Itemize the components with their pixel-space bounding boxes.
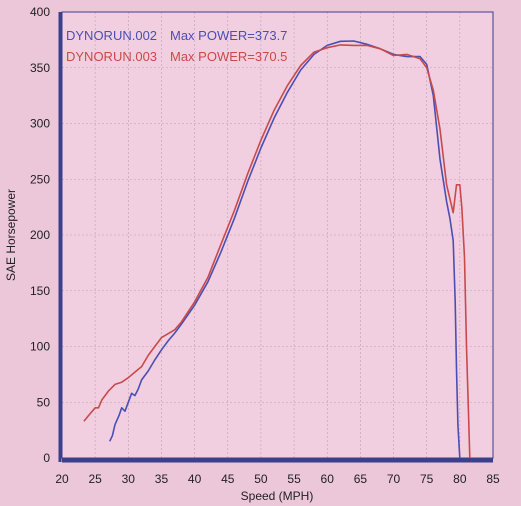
y-tick-label: 300: [30, 117, 50, 131]
x-tick-label: 40: [188, 472, 202, 486]
x-tick-label: 80: [453, 472, 467, 486]
x-tick-label: 70: [387, 472, 401, 486]
y-tick-labels: 0 50 100 150 200 250 300 350 400: [30, 5, 50, 465]
legend-series-1-label: DYNORUN.002: [66, 28, 157, 43]
x-tick-label: 30: [122, 472, 136, 486]
x-tick-label: 50: [254, 472, 268, 486]
y-tick-label: 100: [30, 340, 50, 354]
legend-series-2-label: DYNORUN.003: [66, 49, 157, 64]
series-lines: [83, 40, 471, 459]
x-tick-label: 75: [420, 472, 434, 486]
series-line-1: [108, 40, 461, 459]
y-tick-label: 150: [30, 284, 50, 298]
axes: [58, 11, 494, 463]
x-tick-label: 85: [486, 472, 500, 486]
y-axis-title: SAE Horsepower: [4, 189, 18, 281]
series-line-2: [83, 44, 471, 459]
x-tick-label: 45: [221, 472, 235, 486]
y-tick-label: 350: [30, 61, 50, 75]
y-tick-label: 0: [43, 451, 50, 465]
y-tick-label: 400: [30, 5, 50, 19]
x-tick-label: 65: [354, 472, 368, 486]
x-tick-label: 35: [155, 472, 169, 486]
legend-series-1-max: Max POWER=373.7: [170, 28, 287, 43]
x-axis-title: Speed (MPH): [241, 489, 314, 503]
x-tick-label: 20: [55, 472, 69, 486]
x-tick-label: 60: [321, 472, 335, 486]
x-tick-label: 55: [287, 472, 301, 486]
x-tick-labels: 20 25 30 35 40 45 50 55 60 65 70 75 80 85: [55, 472, 500, 486]
legend-series-2-max: Max POWER=370.5: [170, 49, 287, 64]
plot-area: [62, 12, 493, 458]
y-tick-label: 200: [30, 228, 50, 242]
x-tick-label: 25: [88, 472, 102, 486]
y-tick-label: 250: [30, 172, 50, 186]
y-tick-label: 50: [37, 395, 51, 409]
legend: DYNORUN.002 Max POWER=373.7 DYNORUN.003 …: [66, 28, 287, 64]
